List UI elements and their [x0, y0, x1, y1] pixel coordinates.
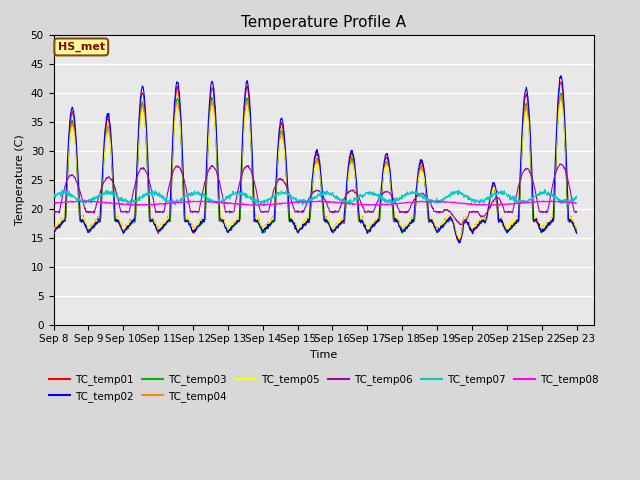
- TC_temp07: [153, 191, 161, 196]
- TC_temp02: [153, 228, 161, 234]
- TC_temp06: [557, 161, 564, 167]
- TC_temp06: [153, 209, 161, 215]
- Line: TC_temp03: TC_temp03: [54, 93, 577, 240]
- Line: TC_temp05: TC_temp05: [54, 104, 577, 239]
- TC_temp03: [573, 230, 580, 236]
- TC_temp08: [81, 198, 88, 204]
- TC_temp08: [397, 200, 404, 206]
- TC_temp01: [225, 228, 232, 234]
- Line: TC_temp08: TC_temp08: [54, 201, 577, 206]
- TC_temp01: [153, 227, 161, 232]
- TC_temp04: [396, 222, 404, 228]
- Line: TC_temp07: TC_temp07: [54, 190, 577, 205]
- TC_temp02: [166, 212, 173, 218]
- TC_temp05: [225, 224, 232, 230]
- TC_temp01: [511, 220, 518, 226]
- TC_temp06: [458, 222, 465, 228]
- TC_temp04: [573, 226, 580, 232]
- TC_temp01: [573, 229, 580, 235]
- TC_temp06: [50, 208, 58, 214]
- TC_temp02: [465, 220, 472, 226]
- TC_temp08: [465, 201, 473, 206]
- TC_temp04: [153, 223, 161, 228]
- TC_temp02: [50, 228, 58, 234]
- Line: TC_temp02: TC_temp02: [54, 76, 577, 243]
- TC_temp04: [50, 227, 58, 232]
- TC_temp08: [154, 201, 161, 207]
- TC_temp08: [511, 201, 519, 206]
- TC_temp06: [573, 209, 580, 215]
- TC_temp06: [166, 180, 173, 186]
- TC_temp08: [225, 201, 232, 206]
- TC_temp02: [456, 240, 463, 246]
- TC_temp07: [541, 187, 548, 192]
- TC_temp07: [299, 202, 307, 208]
- Text: HS_met: HS_met: [58, 42, 105, 52]
- TC_temp03: [153, 228, 161, 233]
- TC_temp01: [50, 230, 58, 236]
- TC_temp07: [166, 199, 173, 205]
- Line: TC_temp01: TC_temp01: [54, 82, 577, 241]
- TC_temp03: [455, 237, 463, 243]
- TC_temp03: [166, 215, 173, 221]
- TC_temp02: [511, 220, 518, 226]
- TC_temp06: [396, 210, 404, 216]
- TC_temp01: [557, 79, 564, 85]
- TC_temp08: [260, 203, 268, 209]
- TC_temp04: [456, 236, 463, 242]
- TC_temp08: [50, 200, 58, 206]
- TC_temp06: [511, 200, 518, 205]
- TC_temp04: [166, 211, 173, 216]
- TC_temp05: [153, 224, 161, 230]
- TC_temp07: [50, 192, 58, 198]
- TC_temp03: [557, 90, 564, 96]
- TC_temp05: [455, 236, 463, 242]
- Line: TC_temp06: TC_temp06: [54, 164, 577, 225]
- Line: TC_temp04: TC_temp04: [54, 96, 577, 239]
- TC_temp03: [511, 221, 518, 227]
- TC_temp07: [573, 193, 580, 199]
- TC_temp02: [225, 229, 232, 235]
- TC_temp05: [396, 221, 404, 227]
- TC_temp05: [511, 218, 518, 224]
- Title: Temperature Profile A: Temperature Profile A: [241, 15, 406, 30]
- TC_temp01: [455, 238, 463, 244]
- TC_temp03: [50, 228, 58, 234]
- TC_temp03: [465, 222, 472, 228]
- TC_temp05: [50, 227, 58, 233]
- TC_temp05: [166, 204, 173, 210]
- TC_temp05: [465, 218, 472, 224]
- TC_temp04: [465, 219, 472, 225]
- TC_temp07: [511, 194, 518, 200]
- TC_temp01: [465, 222, 472, 228]
- TC_temp07: [465, 193, 472, 199]
- Legend: TC_temp01, TC_temp02, TC_temp03, TC_temp04, TC_temp05, TC_temp06, TC_temp07, TC_: TC_temp01, TC_temp02, TC_temp03, TC_temp…: [45, 371, 603, 406]
- TC_temp04: [225, 226, 232, 231]
- TC_temp01: [166, 219, 173, 225]
- TC_temp02: [396, 224, 404, 229]
- TC_temp08: [166, 200, 174, 206]
- TC_temp07: [225, 193, 232, 199]
- X-axis label: Time: Time: [310, 350, 337, 360]
- TC_temp08: [573, 200, 580, 206]
- TC_temp04: [511, 218, 518, 224]
- TC_temp02: [557, 73, 564, 79]
- TC_temp04: [557, 93, 564, 98]
- TC_temp07: [396, 195, 404, 201]
- Y-axis label: Temperature (C): Temperature (C): [15, 134, 25, 226]
- TC_temp03: [225, 228, 232, 233]
- TC_temp06: [225, 209, 232, 215]
- TC_temp06: [465, 212, 472, 217]
- TC_temp02: [573, 230, 580, 236]
- TC_temp05: [573, 228, 580, 234]
- TC_temp01: [396, 225, 404, 230]
- TC_temp03: [396, 223, 404, 228]
- TC_temp05: [557, 101, 564, 107]
